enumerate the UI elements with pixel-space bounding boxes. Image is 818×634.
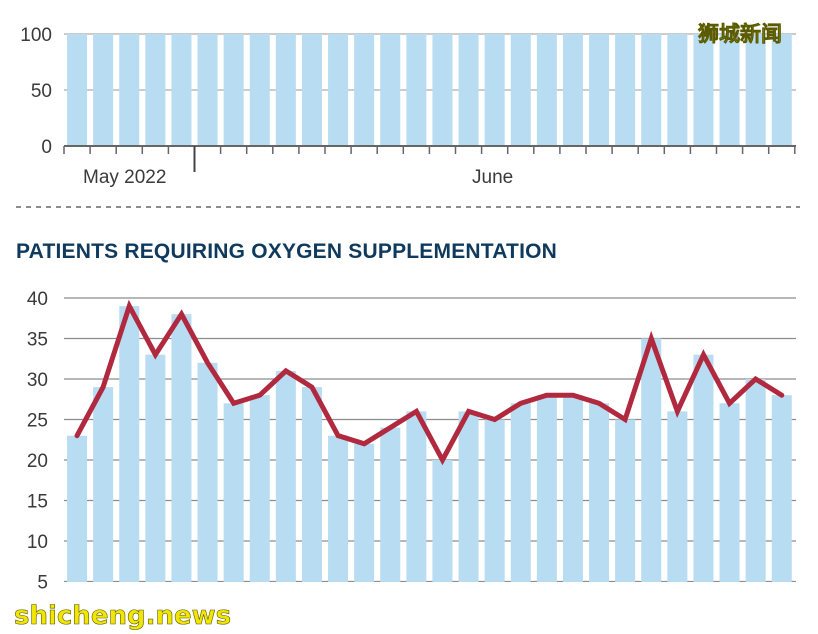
top-bar xyxy=(145,34,166,146)
watermark-top-right: 狮城新闻 xyxy=(698,22,782,46)
bottom-bar xyxy=(432,460,453,582)
bottom-y-tick-label: 20 xyxy=(27,451,48,472)
top-bar xyxy=(67,34,88,146)
bottom-y-tick-label: 25 xyxy=(27,411,48,432)
top-chart-x-axis xyxy=(63,145,796,172)
bottom-bar xyxy=(275,370,296,582)
bottom-bar xyxy=(67,435,88,582)
bottom-chart-bars xyxy=(67,306,792,582)
bottom-bar xyxy=(667,411,688,582)
oxygen-line-chart: 5 10 15 20 25 30 35 40 xyxy=(0,289,818,634)
top-bar xyxy=(641,34,662,146)
top-bar xyxy=(354,34,375,146)
chart-title: PATIENTS REQUIRING OXYGEN SUPPLEMENTATIO… xyxy=(16,240,557,263)
top-bar xyxy=(667,34,688,146)
bottom-bar xyxy=(249,395,270,582)
top-bar xyxy=(562,34,583,146)
top-bar xyxy=(223,34,244,146)
top-bar xyxy=(589,34,610,146)
bottom-y-tick-label: 40 xyxy=(27,289,48,310)
top-bar xyxy=(771,34,792,146)
top-bar xyxy=(693,34,714,146)
bottom-bar xyxy=(484,419,505,582)
top-chart-bars xyxy=(67,34,792,146)
top-bar xyxy=(432,34,453,146)
bottom-bar xyxy=(119,306,140,582)
bottom-bar xyxy=(719,403,740,582)
bottom-bar xyxy=(771,395,792,582)
bottom-bar xyxy=(745,379,766,582)
bottom-bar xyxy=(223,403,244,582)
top-bar xyxy=(615,34,636,146)
bottom-bar xyxy=(171,314,192,582)
top-bar xyxy=(119,34,140,146)
bottom-bar xyxy=(562,395,583,582)
top-bar xyxy=(171,34,192,146)
bottom-bar xyxy=(197,362,218,582)
bottom-bar xyxy=(615,419,636,582)
top-bar xyxy=(510,34,531,146)
bottom-bar xyxy=(536,395,557,582)
bottom-crop-area xyxy=(0,582,818,634)
bottom-bar xyxy=(145,354,166,582)
top-bar-chart: 0 50 100 May 2022 June xyxy=(20,25,796,188)
x-month-label-june: June xyxy=(472,167,513,188)
bottom-bar xyxy=(93,387,114,582)
top-y-tick-label: 50 xyxy=(31,81,52,102)
bottom-bar xyxy=(328,435,349,582)
bottom-y-tick-label: 5 xyxy=(37,573,48,594)
top-bar xyxy=(458,34,479,146)
bottom-bar xyxy=(458,411,479,582)
top-bar xyxy=(745,34,766,146)
bottom-bar xyxy=(354,443,375,582)
top-bar xyxy=(406,34,427,146)
top-bar xyxy=(93,34,114,146)
bottom-chart-y-tick-labels: 5 10 15 20 25 30 35 40 xyxy=(27,289,48,594)
bottom-bar xyxy=(406,411,427,582)
top-bar xyxy=(249,34,270,146)
x-month-label-may: May 2022 xyxy=(83,167,166,188)
top-bar xyxy=(275,34,296,146)
bottom-bar xyxy=(510,403,531,582)
top-bar xyxy=(380,34,401,146)
bottom-y-tick-label: 15 xyxy=(27,492,48,513)
top-bar xyxy=(536,34,557,146)
bottom-y-tick-label: 35 xyxy=(27,330,48,351)
top-bar xyxy=(719,34,740,146)
bottom-bar xyxy=(693,354,714,582)
bottom-bar xyxy=(380,427,401,582)
top-y-tick-label: 100 xyxy=(20,25,52,46)
top-bar xyxy=(301,34,322,146)
top-bar xyxy=(197,34,218,146)
bottom-y-tick-label: 30 xyxy=(27,370,48,391)
watermark-bottom-left: shicheng.news xyxy=(14,601,231,631)
bottom-bar xyxy=(301,387,322,582)
top-bar xyxy=(484,34,505,146)
top-bar xyxy=(328,34,349,146)
oxygen-series-line xyxy=(74,299,785,466)
top-y-tick-label: 0 xyxy=(41,137,52,158)
top-chart-y-tick-labels: 0 50 100 xyxy=(20,25,52,158)
bottom-bar xyxy=(641,338,662,582)
bottom-y-tick-label: 10 xyxy=(27,532,48,553)
bottom-bar xyxy=(589,403,610,582)
